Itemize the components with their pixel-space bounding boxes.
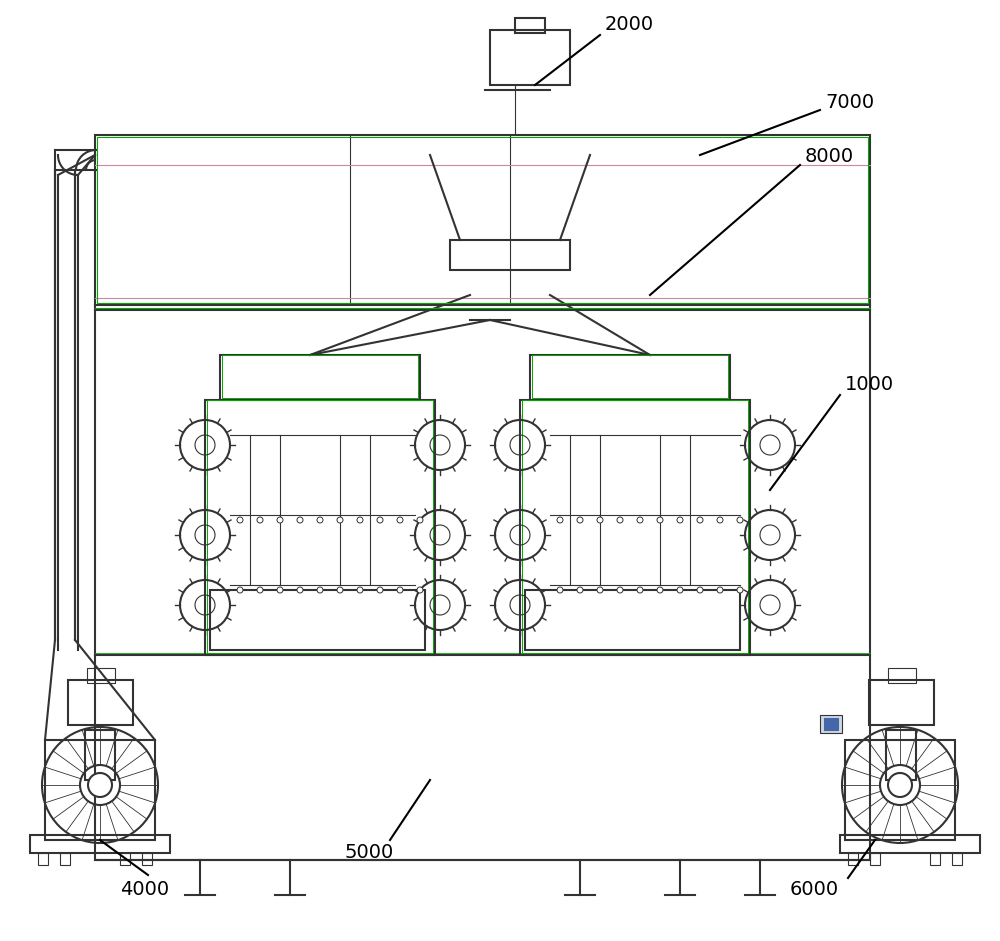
Bar [530,355,730,400]
Circle shape [657,587,663,593]
Bar [888,668,916,683]
Circle shape [617,587,623,593]
Bar [87,668,115,683]
Bar [210,590,425,650]
Circle shape [88,773,112,797]
Bar [870,853,880,865]
Circle shape [237,517,243,523]
Circle shape [737,587,743,593]
Bar [68,680,133,725]
Bar [840,835,980,853]
Bar [142,853,152,865]
Circle shape [677,587,683,593]
Circle shape [717,587,723,593]
Text: 8000: 8000 [805,147,854,166]
Bar [522,400,748,653]
Bar [220,355,420,400]
Bar [848,853,858,865]
Text: 1000: 1000 [845,375,894,394]
Bar [60,853,70,865]
Bar [845,740,955,840]
Bar [525,590,740,650]
Circle shape [557,587,563,593]
Bar [205,400,435,655]
Bar [886,730,916,780]
Text: 5000: 5000 [345,843,394,862]
Circle shape [697,517,703,523]
Bar [30,835,170,853]
Circle shape [257,587,263,593]
Circle shape [377,517,383,523]
Circle shape [277,517,283,523]
Text: 6000: 6000 [790,880,839,899]
Circle shape [717,517,723,523]
Bar [85,730,115,780]
Bar [95,135,870,860]
Circle shape [637,517,643,523]
Circle shape [637,587,643,593]
Circle shape [237,587,243,593]
Circle shape [617,517,623,523]
Circle shape [257,517,263,523]
Circle shape [357,517,363,523]
Circle shape [417,517,423,523]
Bar [45,740,155,840]
Circle shape [397,517,403,523]
Circle shape [357,587,363,593]
Circle shape [657,517,663,523]
Bar [97,137,868,303]
Bar [515,18,545,33]
Bar [450,240,570,270]
Text: 4000: 4000 [120,880,169,899]
Bar [207,400,433,653]
Text: 7000: 7000 [825,93,874,112]
Bar [490,30,570,85]
Circle shape [737,517,743,523]
Bar [38,853,48,865]
Circle shape [277,587,283,593]
Bar [930,853,940,865]
Bar [820,715,842,733]
Bar [532,355,728,398]
Circle shape [397,587,403,593]
Bar [120,853,130,865]
Circle shape [297,587,303,593]
Circle shape [597,587,603,593]
Circle shape [317,517,323,523]
Circle shape [577,587,583,593]
Bar [222,355,418,398]
Circle shape [417,587,423,593]
Bar [824,718,838,730]
Circle shape [377,587,383,593]
Circle shape [557,517,563,523]
Circle shape [597,517,603,523]
Circle shape [697,587,703,593]
Circle shape [577,517,583,523]
Circle shape [337,587,343,593]
Text: 2000: 2000 [605,15,654,34]
Circle shape [677,517,683,523]
Bar [869,680,934,725]
Bar [520,400,750,655]
Circle shape [297,517,303,523]
Circle shape [337,517,343,523]
Circle shape [888,773,912,797]
Circle shape [317,587,323,593]
Bar [952,853,962,865]
